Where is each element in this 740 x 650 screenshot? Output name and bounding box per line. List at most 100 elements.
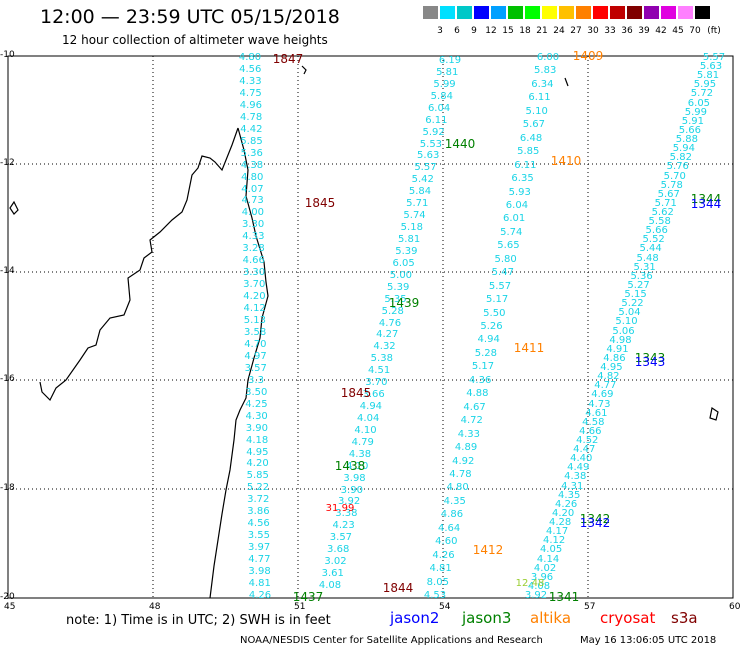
- lon-tick: 45: [4, 602, 16, 612]
- wave-height-value: 5.93: [508, 186, 531, 198]
- wave-height-value: 5.57: [414, 162, 437, 174]
- wave-height-value: 5.72: [690, 88, 714, 100]
- satellite-name: jason3: [462, 609, 512, 627]
- wave-height-value: 4.98: [609, 334, 632, 346]
- wave-height-value: 4.81: [429, 563, 452, 575]
- pass-time-label: 1412: [472, 543, 504, 557]
- wave-height-value: 4.64: [437, 522, 461, 534]
- wave-height-value: 5.74: [403, 210, 426, 222]
- wave-height-value: 4.10: [354, 424, 377, 436]
- map-title: 12:00 — 23:59 UTC 05/15/2018: [40, 6, 340, 28]
- wave-height-value: 5.82: [669, 152, 692, 164]
- wave-height-value: 5.63: [417, 150, 440, 162]
- legend-label: 24: [553, 26, 565, 36]
- lon-tick: 57: [584, 602, 596, 612]
- wave-height-value: 4.20: [552, 507, 575, 519]
- pass-time-label: 1342: [579, 516, 611, 530]
- wave-height-value: 4.69: [591, 389, 614, 401]
- satellite-name: jason2: [390, 609, 440, 627]
- wave-height-value: 5.38: [370, 353, 393, 365]
- wave-height-value: 4.04: [357, 412, 380, 424]
- legend-swatch: [695, 6, 710, 19]
- lat-tick: -12: [0, 158, 15, 168]
- wave-height-value: 5.65: [497, 240, 520, 252]
- wave-height-value: 5.81: [696, 70, 720, 82]
- lat-tick: -18: [0, 483, 15, 493]
- wave-height-value: 5.22: [621, 298, 644, 310]
- wave-height-value: 6.04: [427, 102, 451, 114]
- wave-height-value: 5.99: [684, 106, 708, 118]
- wave-height-value: 5.31: [633, 261, 656, 273]
- wave-height-value: 3.98: [248, 566, 271, 578]
- legend-label: 45: [672, 26, 684, 36]
- wave-height-outlier: 12.48: [515, 578, 545, 589]
- wave-height-value: 5.17: [471, 361, 495, 373]
- legend-swatch: [542, 6, 557, 19]
- wave-height-value: 4.10: [346, 460, 369, 472]
- wave-height-value: 5.35: [384, 293, 407, 305]
- wave-height-value: 5.48: [636, 252, 659, 264]
- wave-height-value: 3.90: [245, 422, 269, 434]
- wave-height-value: 5.76: [666, 161, 689, 173]
- legend-swatch: [593, 6, 608, 19]
- wave-height-value: 3.92: [337, 496, 361, 508]
- wave-height-value: 4.08: [318, 580, 342, 591]
- wave-height-value: 5.53: [419, 138, 443, 150]
- wave-height-value: 6.11: [425, 114, 448, 126]
- wave-height-value: 6.48: [519, 132, 543, 144]
- wave-height-value: 3.02: [324, 556, 347, 568]
- legend-swatch: [474, 6, 489, 19]
- wave-height-value: 3.98: [343, 472, 366, 484]
- wave-height-value: 3.86: [247, 506, 270, 518]
- wave-height-value: 3.38: [335, 508, 358, 520]
- wave-height-value: 3.70: [243, 279, 266, 291]
- wave-height-value: 5.13: [243, 315, 267, 327]
- wave-height-value: 5.63: [699, 61, 723, 73]
- wave-height-value: 5.67: [657, 188, 680, 200]
- legend-swatch: [491, 6, 506, 19]
- wave-height-value: 8.05: [426, 576, 449, 588]
- wave-height-value: 4.76: [378, 317, 402, 329]
- wave-height-value: 5.84: [408, 186, 432, 198]
- wave-height-value: 4.26: [555, 498, 578, 510]
- wave-height-value: 5.17: [486, 294, 509, 306]
- wave-height-value: 4.12: [542, 535, 566, 547]
- wave-height-value: 4.73: [241, 195, 264, 207]
- map-subtitle: 12 hour collection of altimeter wave hei…: [62, 33, 328, 47]
- wave-height-value: 5.67: [522, 119, 546, 131]
- wave-height-value: 4.00: [241, 207, 265, 219]
- wave-height-value: 6.11: [528, 92, 551, 104]
- wave-height-value: 5.95: [693, 79, 717, 91]
- wave-height-value: 5.27: [627, 279, 650, 291]
- legend-swatch: [440, 6, 455, 19]
- wave-height-value: 3.30: [241, 219, 265, 231]
- wave-height-value: 4.08: [527, 580, 551, 592]
- wave-height-value: 4.36: [469, 374, 492, 386]
- lat-tick: -10: [0, 50, 15, 60]
- pass-time-label: 1410: [550, 154, 582, 168]
- wave-height-value: 5.83: [534, 65, 557, 77]
- wave-height-value: 4.77: [594, 380, 617, 392]
- wave-height-value: 5.50: [483, 307, 506, 319]
- wave-height-value: 4.47: [573, 444, 596, 456]
- wave-height-value: 5.47: [491, 267, 514, 279]
- wave-height-value: 5.22: [246, 482, 270, 494]
- legend-label: 39: [638, 26, 650, 36]
- pass-time-label: 1438: [334, 459, 366, 473]
- pass-time-label: 1344: [690, 192, 722, 206]
- wave-height-value: 6.01: [502, 213, 526, 225]
- lon-tick: 51: [294, 602, 306, 612]
- wave-height-value: 5.00: [389, 269, 413, 281]
- wave-height-value: 5.57: [702, 52, 726, 63]
- satellite-name: altika: [530, 609, 572, 627]
- legend-label: 9: [471, 26, 477, 36]
- wave-height-value: 4.61: [585, 407, 608, 419]
- wave-height-value: 4.72: [460, 415, 483, 427]
- wave-height-value: 5.28: [474, 347, 497, 359]
- wave-height-value: 4.26: [248, 590, 272, 601]
- wave-height-value: 4.40: [570, 453, 593, 465]
- legend-swatch: [627, 6, 642, 19]
- wave-height-value: 4.91: [606, 343, 629, 355]
- wave-height-value: 5.74: [500, 226, 523, 238]
